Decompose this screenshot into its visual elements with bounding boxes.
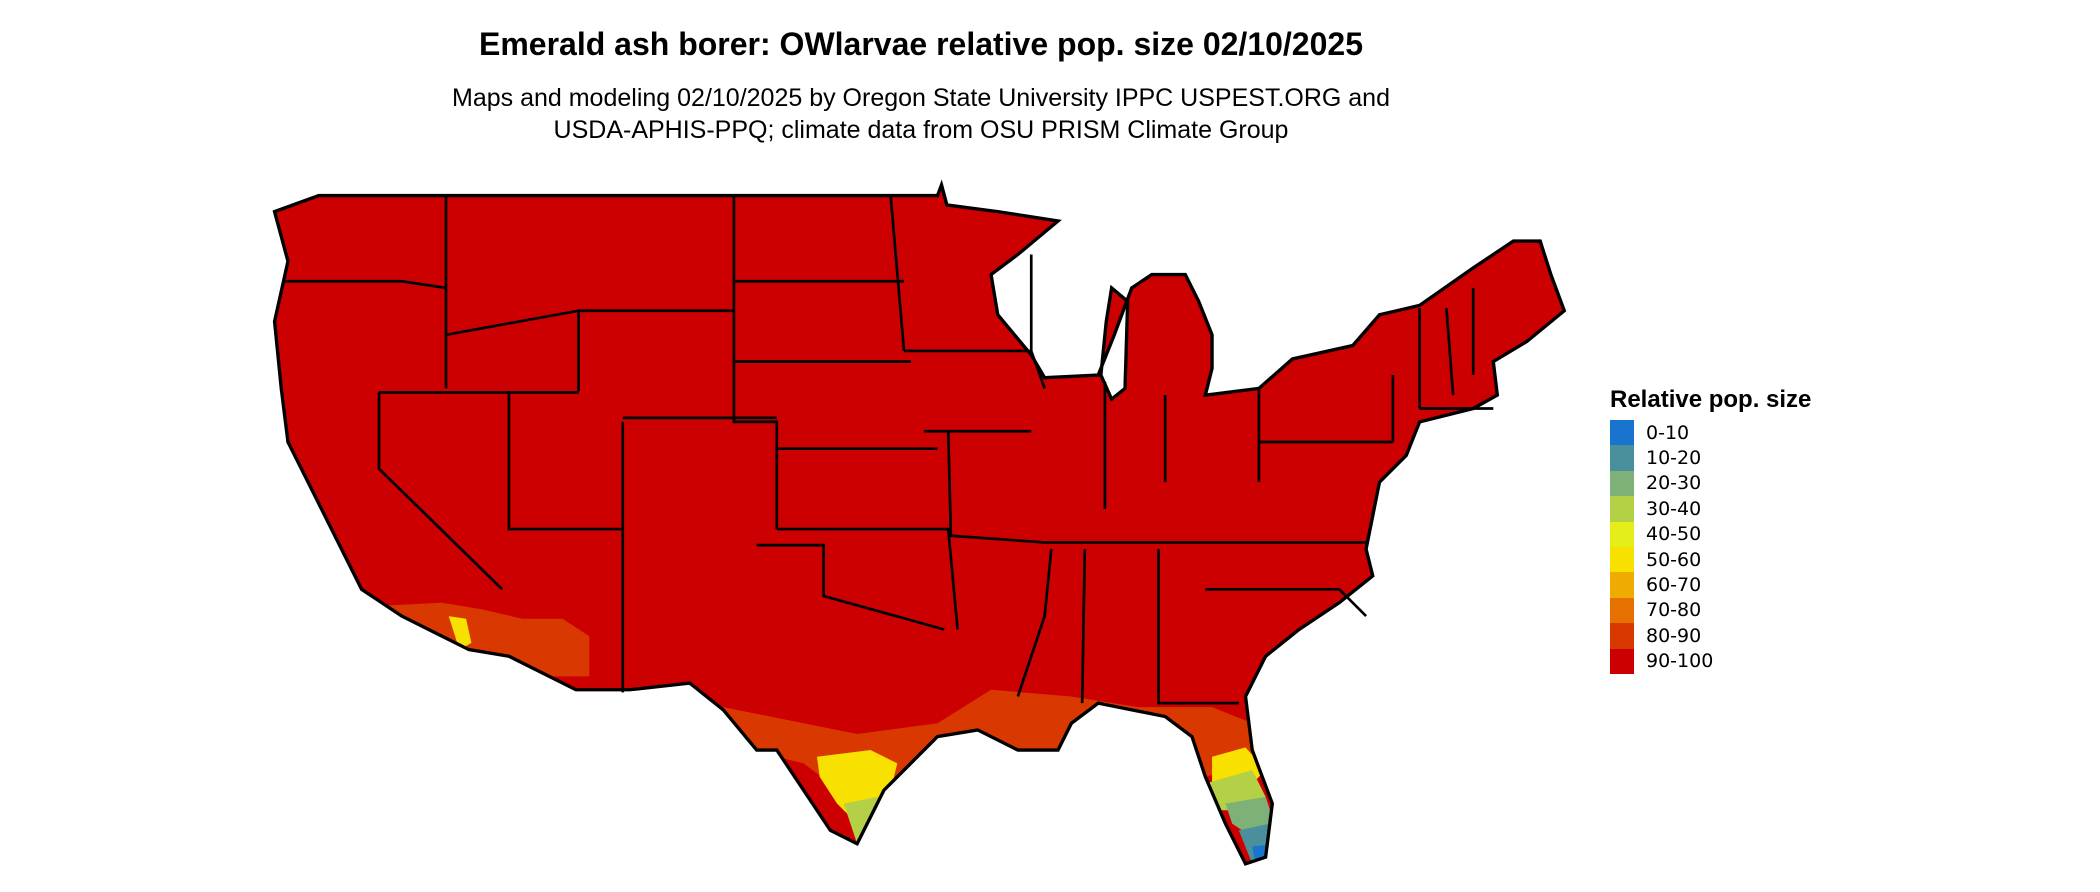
legend-label: 60-70 xyxy=(1646,574,1702,597)
legend-item: 40-50 xyxy=(1610,521,1811,547)
map-title: Emerald ash borer: OWlarvae relative pop… xyxy=(479,26,1363,62)
legend-label: 30-40 xyxy=(1646,497,1702,520)
legend-item: 90-100 xyxy=(1610,648,1811,674)
legend-item: 60-70 xyxy=(1610,572,1811,598)
legend-label: 10-20 xyxy=(1646,447,1702,470)
legend-label: 0-10 xyxy=(1646,421,1690,444)
state-borders xyxy=(283,195,1494,705)
legend-swatch xyxy=(1610,420,1634,446)
legend-title: Relative pop. size xyxy=(1610,386,1812,413)
legend-item: 0-10 xyxy=(1610,420,1811,446)
legend-swatch xyxy=(1610,521,1634,547)
us-outline xyxy=(272,179,1567,866)
region-50-60-california xyxy=(448,616,472,650)
legend-swatch xyxy=(1610,648,1634,674)
legend-item: 30-40 xyxy=(1610,496,1811,522)
legend-label: 70-80 xyxy=(1646,599,1702,622)
legend-item: 80-90 xyxy=(1610,623,1811,649)
map-subtitle-line-2: USDA-APHIS-PPQ; climate data from OSU PR… xyxy=(553,116,1289,144)
legend-swatch xyxy=(1610,623,1634,649)
legend: Relative pop. size 0-10 10-20 20-30 30-40 40… xyxy=(1610,386,1811,674)
legend-item: 10-20 xyxy=(1610,445,1811,471)
legend-swatch xyxy=(1610,572,1634,598)
legend-swatch xyxy=(1610,496,1634,522)
legend-swatch xyxy=(1610,445,1634,471)
region-80-90-southwest xyxy=(388,602,590,677)
legend-label: 50-60 xyxy=(1646,548,1702,571)
legend-item: 50-60 xyxy=(1610,546,1811,573)
legend-swatch xyxy=(1610,597,1634,624)
legend-label: 20-30 xyxy=(1646,472,1702,495)
legend-label: 90-100 xyxy=(1646,650,1714,673)
legend-item: 20-30 xyxy=(1610,470,1811,497)
legend-item: 70-80 xyxy=(1610,597,1811,624)
map-subtitle-line-1: Maps and modeling 02/10/2025 by Oregon S… xyxy=(452,84,1390,112)
us-base-fill xyxy=(274,184,1565,864)
legend-label: 80-90 xyxy=(1646,624,1702,647)
legend-swatch xyxy=(1610,546,1634,573)
legend-swatch xyxy=(1610,470,1634,497)
region-50-60-texas xyxy=(816,750,898,824)
legend-label: 40-50 xyxy=(1646,523,1702,546)
